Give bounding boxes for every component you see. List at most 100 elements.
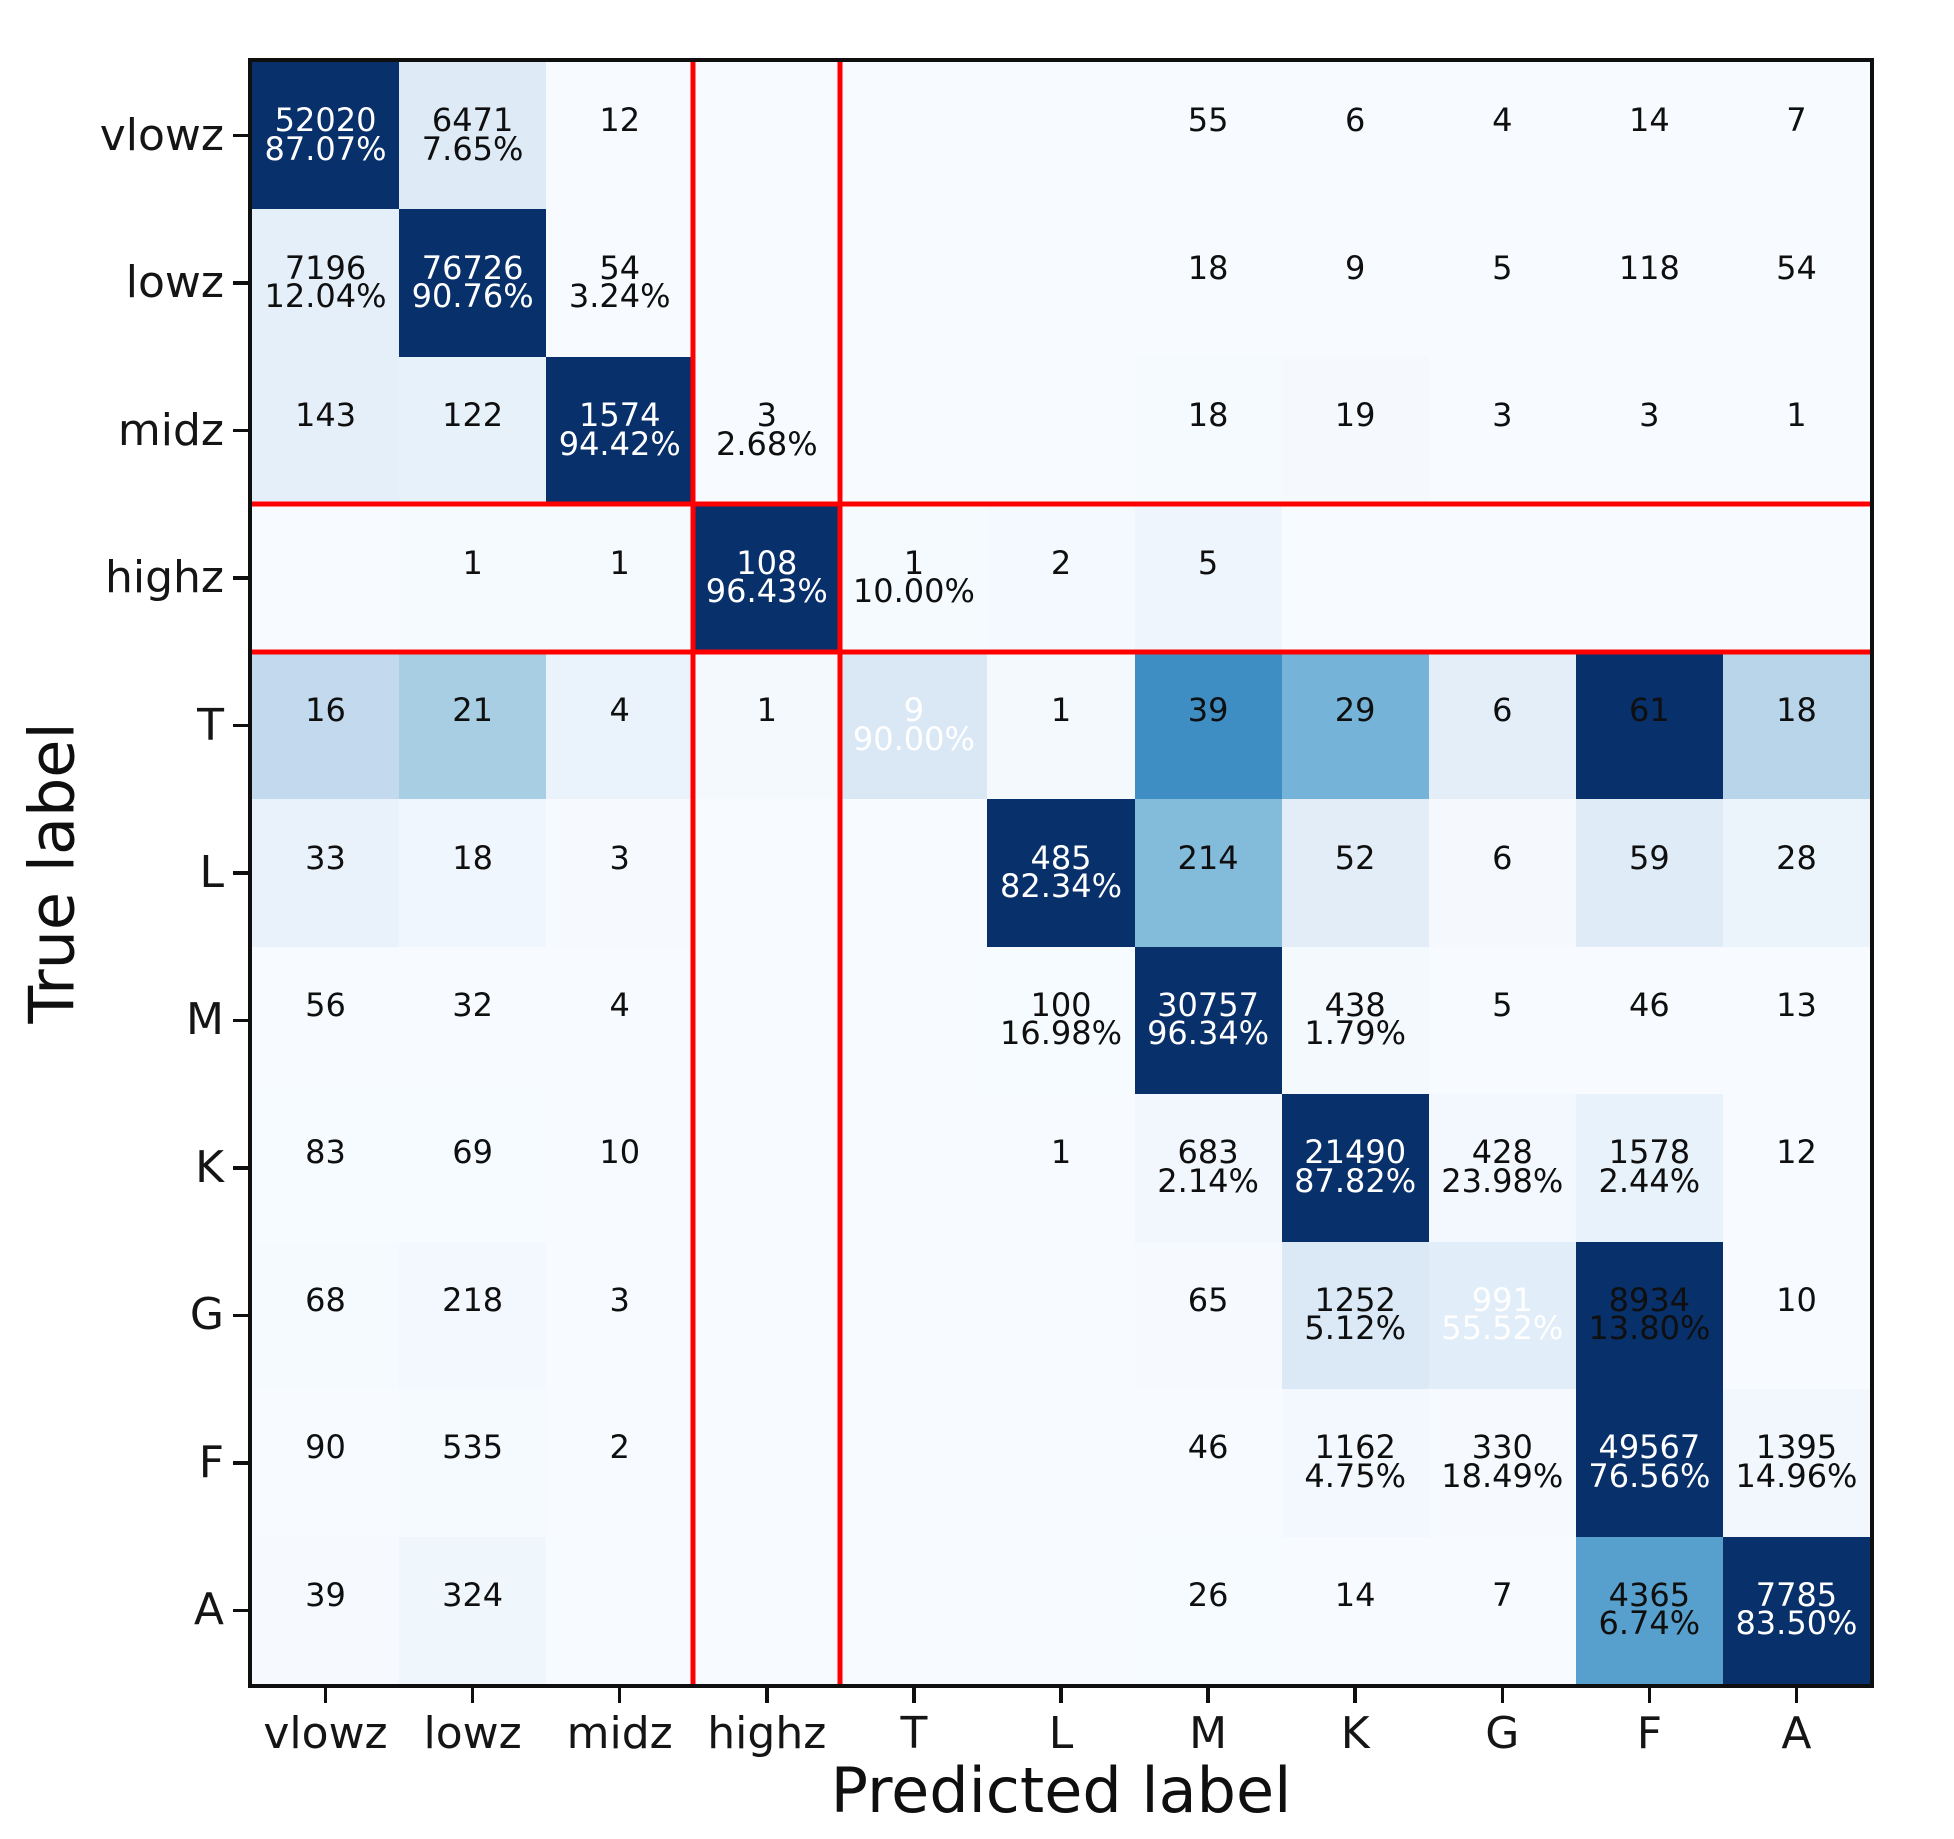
cell-count: 90 [305,1428,346,1467]
x-tick-label: F [1636,1708,1663,1759]
cell-count: 9 [1344,248,1366,287]
cell-count: 1 [1050,691,1072,730]
cell-count: 8934 [1608,1280,1691,1319]
heatmap-cell: 49567 76.56% [1575,1389,1723,1537]
heatmap-cell: 46 [1575,946,1723,1095]
cell-count: 3 [609,838,630,877]
cell-count: 1574 [578,396,661,435]
heatmap-cell: 14 [1575,62,1723,210]
heatmap-cell: 12 [546,62,694,210]
heatmap-cell: 3 2.68% [693,356,841,505]
heatmap-cell [693,1389,841,1537]
heatmap-cell: 1 [987,1094,1135,1242]
cell-count: 19 [1334,396,1376,435]
cell-count: 100 [1030,985,1092,1024]
cell-percent: 90.76% [411,277,534,316]
cell-count: 3 [609,1280,630,1319]
cell-count: 1252 [1314,1280,1396,1319]
heatmap-cell: 6 [1428,799,1576,947]
cell-count: 6 [1492,838,1513,877]
cell-count: 26 [1187,1575,1229,1614]
cell-count: 5 [1492,985,1513,1024]
heatmap-cell: 32 [399,946,547,1095]
heatmap-cell: 52 [1281,799,1429,947]
cell-count: 7 [1492,1575,1513,1614]
cell-count: 1578 [1608,1133,1691,1172]
heatmap-cell: 4 [1428,62,1576,210]
x-tick-label: midz [566,1708,673,1759]
cell-count: 991 [1471,1280,1533,1319]
heatmap-cell: 1 10.00% [840,504,988,652]
heatmap-cell: 100 16.98% [987,946,1135,1095]
cell-count: 2 [609,1428,630,1467]
heatmap-cell: 3 [1575,356,1723,505]
heatmap-cell: 18 [1134,209,1282,357]
heatmap-cell: 16 [252,651,400,800]
heatmap-cell: 3 [546,1241,694,1390]
heatmap-cell: 18 [1722,651,1870,800]
cell-count: 18 [1187,396,1229,435]
heatmap-cell: 39 [252,1536,400,1684]
x-tick-label: G [1485,1708,1520,1759]
cell-count: 214 [1177,838,1239,877]
heatmap-cell: 28 [1722,799,1870,947]
cell-count: 1 [609,543,630,582]
x-tick-mark [1059,1688,1063,1703]
cell-count: 76726 [421,248,524,287]
heatmap-cell: 13 [1722,946,1870,1095]
heatmap-cell [1281,504,1429,652]
cell-count: 218 [442,1280,504,1319]
cell-count: 39 [1187,691,1229,730]
heatmap-cell [840,1241,988,1390]
heatmap-cell [840,1389,988,1537]
cell-count: 143 [295,396,357,435]
heatmap-cell: 7 [1722,62,1870,210]
heatmap-cell: 30757 96.34% [1134,946,1282,1095]
cell-count: 16 [305,691,346,730]
heatmap-cell [987,1536,1135,1684]
cell-count: 39 [305,1575,346,1614]
heatmap-cell: 10 [546,1094,694,1242]
cell-count: 108 [736,543,798,582]
heatmap-cell: 1 [693,651,841,800]
cell-count: 14 [1334,1575,1376,1614]
y-tick-label: L [199,847,224,898]
heatmap-cell: 1 [399,504,547,652]
cell-count: 683 [1177,1133,1239,1172]
cell-count: 21490 [1304,1133,1407,1172]
cell-count: 10 [1776,1280,1817,1319]
heatmap-cell [693,62,841,210]
heatmap-plot-area: 52020 87.07% 6471 7.65% 12 55 6 4 14 7 7196 12.04% 7… [248,58,1874,1688]
y-tick-label: T [197,699,224,751]
heatmap-cell: 9 90.00% [840,651,988,800]
heatmap-cell: 108 96.43% [693,504,841,652]
heatmap-cell: 46 [1134,1389,1282,1537]
cell-count: 1 [462,543,483,582]
y-tick-mark [233,871,248,875]
heatmap-cell: 6 [1428,651,1576,800]
cell-count: 18 [1776,691,1817,730]
highlight-row-line [252,501,1870,507]
heatmap-cell: 1574 94.42% [546,356,694,505]
heatmap-cell: 56 [252,946,400,1095]
cell-count: 46 [1187,1428,1229,1467]
heatmap-cell: 39 [1134,651,1282,800]
cell-percent: 4.75% [1304,1456,1406,1495]
heatmap-cell: 61 [1575,651,1723,800]
heatmap-cell [252,504,400,652]
heatmap-cell: 7 [1428,1536,1576,1684]
cell-percent: 96.34% [1147,1014,1270,1053]
cell-count: 52 [1334,838,1376,877]
heatmap-cell [1428,504,1576,652]
cell-count: 7785 [1755,1575,1838,1614]
y-tick-mark [233,576,248,580]
heatmap-cell [987,209,1135,357]
heatmap-cell [693,1094,841,1242]
cell-count: 29 [1334,691,1376,730]
cell-count: 324 [442,1575,504,1614]
cell-percent: 94.42% [558,424,681,463]
heatmap-cell [693,1536,841,1684]
heatmap-cell: 4365 6.74% [1575,1536,1723,1684]
heatmap-cell: 59 [1575,799,1723,947]
